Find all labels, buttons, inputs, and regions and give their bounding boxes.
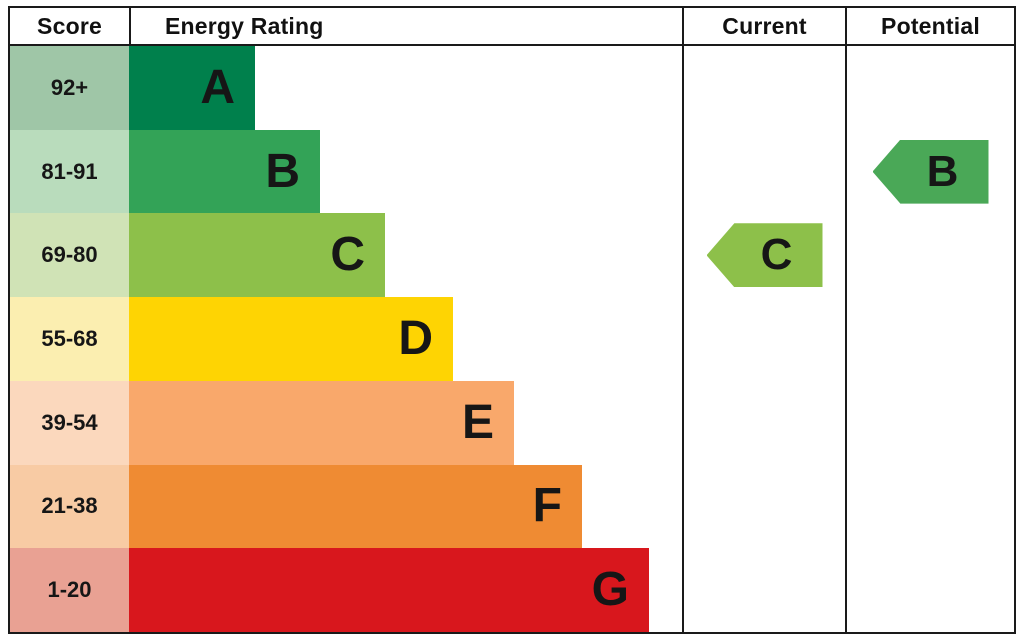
score-range-d: 55-68 bbox=[10, 297, 129, 381]
potential-cell: B bbox=[845, 129, 1014, 214]
current-cell bbox=[682, 46, 845, 130]
band-letter-b: B bbox=[265, 144, 300, 198]
potential-cell bbox=[845, 213, 1014, 298]
score-range-c: 69-80 bbox=[10, 213, 129, 298]
score-range-b: 81-91 bbox=[10, 129, 129, 214]
band-rows: 92+ A 81-91 B B 69- bbox=[10, 46, 1014, 633]
bar-area: B bbox=[129, 129, 682, 214]
rating-bar-e: E bbox=[129, 380, 514, 465]
rating-bar-f: F bbox=[129, 464, 582, 549]
current-cell bbox=[682, 297, 845, 381]
band-letter-e: E bbox=[461, 395, 494, 449]
current-cell: C bbox=[682, 213, 845, 298]
bar-area: G bbox=[129, 548, 682, 633]
score-range-e: 39-54 bbox=[10, 380, 129, 465]
current-cell bbox=[682, 129, 845, 214]
potential-cell bbox=[845, 46, 1014, 130]
current-cell bbox=[682, 464, 845, 549]
band-letter-f: F bbox=[532, 479, 562, 533]
current-arrow: C bbox=[706, 223, 823, 288]
potential-arrow: B bbox=[872, 139, 989, 204]
bar-area: F bbox=[129, 464, 682, 549]
potential-cell bbox=[845, 380, 1014, 465]
potential-cell bbox=[845, 464, 1014, 549]
band-row-c: 69-80 C C bbox=[10, 213, 1014, 298]
score-range-f: 21-38 bbox=[10, 464, 129, 549]
band-letter-a: A bbox=[200, 60, 235, 114]
band-row-d: 55-68 D bbox=[10, 297, 1014, 381]
bar-area: D bbox=[129, 297, 682, 381]
band-row-e: 39-54 E bbox=[10, 380, 1014, 465]
header-current: Current bbox=[682, 8, 845, 44]
score-range-a: 92+ bbox=[10, 46, 129, 130]
rating-bar-b: B bbox=[129, 129, 320, 214]
bar-area: A bbox=[129, 46, 682, 130]
rating-bar-c: C bbox=[129, 213, 385, 298]
band-row-f: 21-38 F bbox=[10, 464, 1014, 549]
header-score: Score bbox=[37, 12, 102, 39]
current-cell bbox=[682, 380, 845, 465]
band-letter-g: G bbox=[591, 563, 629, 617]
potential-cell bbox=[845, 297, 1014, 381]
band-letter-d: D bbox=[398, 312, 433, 366]
potential-cell bbox=[845, 548, 1014, 633]
bar-area: C bbox=[129, 213, 682, 298]
epc-energy-rating-chart: Score Energy Rating Current Potential 92… bbox=[8, 6, 1016, 634]
header-potential: Potential bbox=[845, 8, 1014, 44]
chart-header: Score Energy Rating Current Potential bbox=[10, 8, 1014, 46]
potential-arrow-letter: B bbox=[926, 146, 959, 196]
bar-area: E bbox=[129, 380, 682, 465]
band-row-b: 81-91 B B bbox=[10, 129, 1014, 214]
header-energy-rating: Energy Rating bbox=[129, 8, 682, 44]
score-range-g: 1-20 bbox=[10, 548, 129, 633]
band-row-a: 92+ A bbox=[10, 46, 1014, 130]
band-letter-c: C bbox=[330, 228, 365, 282]
current-cell bbox=[682, 548, 845, 633]
current-arrow-letter: C bbox=[760, 230, 793, 280]
rating-bar-a: A bbox=[129, 46, 255, 130]
band-row-g: 1-20 G bbox=[10, 548, 1014, 633]
rating-bar-g: G bbox=[129, 548, 649, 633]
rating-bar-d: D bbox=[129, 297, 453, 381]
